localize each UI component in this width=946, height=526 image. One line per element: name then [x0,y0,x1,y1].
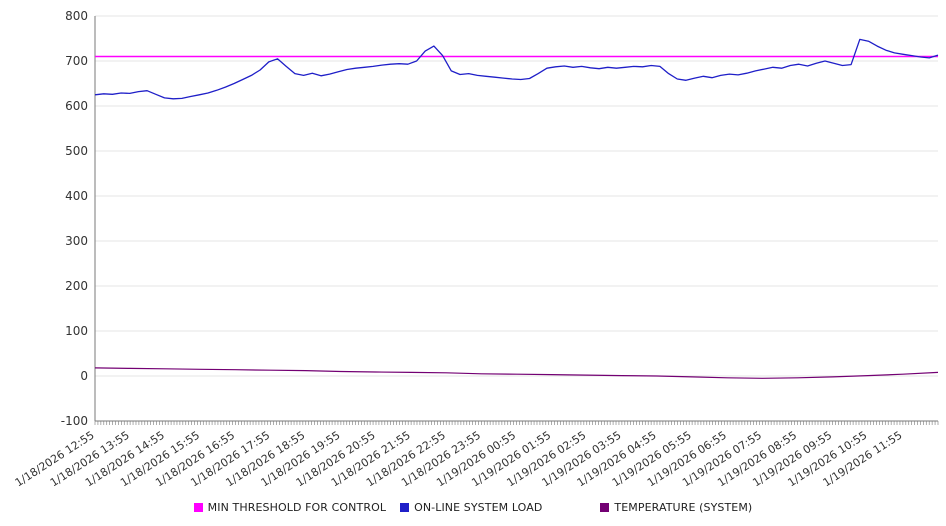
svg-text:300: 300 [65,234,88,248]
chart-legend: MIN THRESHOLD FOR CONTROL ON-LINE SYSTEM… [0,494,946,526]
svg-text:600: 600 [65,99,88,113]
temperature-system-swatch-icon [600,502,610,512]
legend-label-online-system-load: ON-LINE SYSTEM LOAD [414,500,543,514]
svg-text:100: 100 [65,324,88,338]
legend-item-online-system-load[interactable]: ON-LINE SYSTEM LOAD [400,501,542,514]
svg-text:400: 400 [65,189,88,203]
svg-text:700: 700 [65,54,88,68]
online-system-load-swatch-icon [400,502,410,512]
min-threshold-swatch-icon [193,502,203,512]
legend-label-temperature-system: TEMPERATURE (SYSTEM) [614,500,753,514]
svg-text:0: 0 [80,369,88,383]
svg-text:200: 200 [65,279,88,293]
svg-text:-100: -100 [61,414,88,428]
svg-text:500: 500 [65,144,88,158]
svg-text:800: 800 [65,9,88,23]
legend-item-temperature-system[interactable]: TEMPERATURE (SYSTEM) [600,501,752,514]
legend-label-min-threshold: MIN THRESHOLD FOR CONTROL [207,500,387,514]
legend-item-min-threshold[interactable]: MIN THRESHOLD FOR CONTROL [193,500,387,514]
